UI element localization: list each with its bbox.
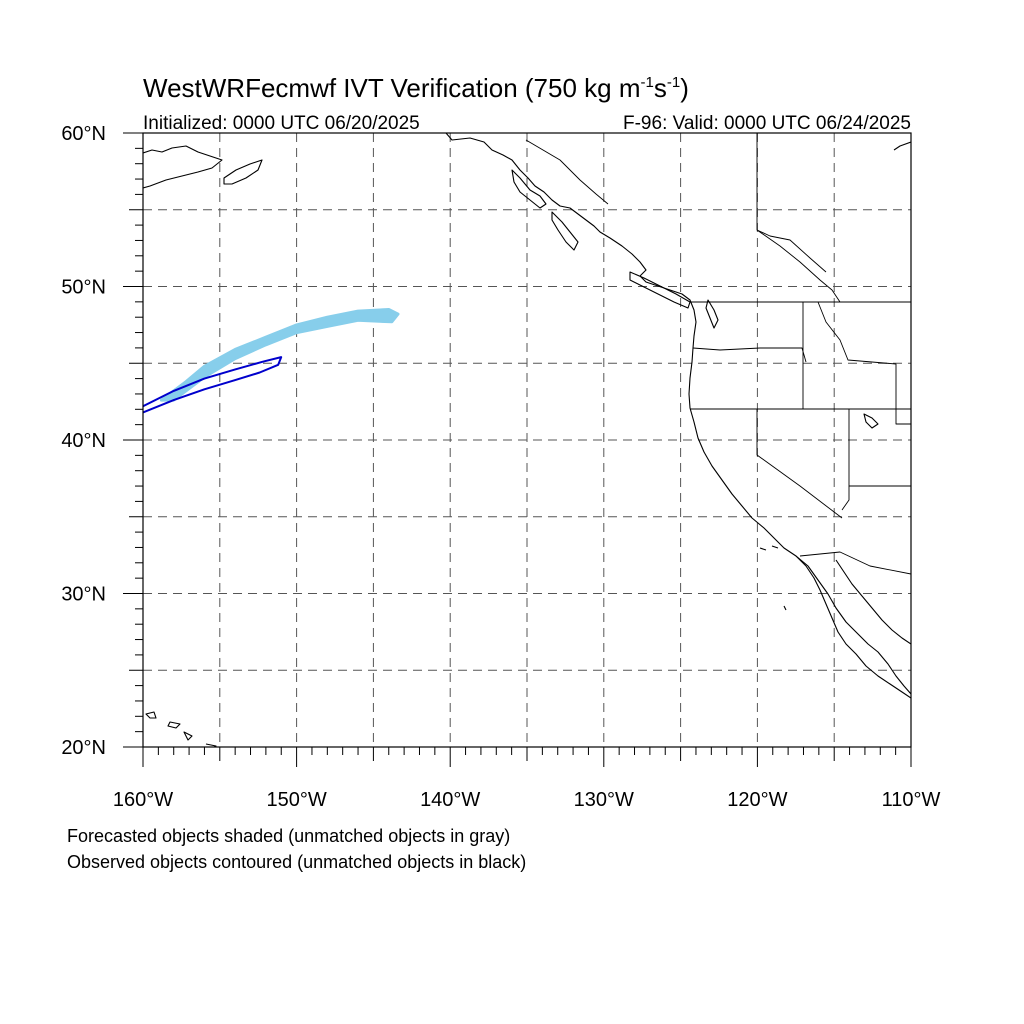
bc-border-line [756, 229, 827, 273]
coastline-channel-islands [759, 545, 787, 611]
latitude-labels: 20°N 30°N 40°N 50°N 60°N [61, 123, 106, 759]
lat-label: 20°N [61, 737, 106, 759]
political-boundaries [525, 133, 911, 575]
observed-object-matched [143, 356, 283, 414]
coastlines-and-borders [143, 133, 911, 747]
lat-label: 40°N [61, 430, 106, 452]
lake-salton [863, 413, 879, 429]
valid-time-label: F-96: Valid: 0000 UTC 06/24/2025 [623, 113, 911, 134]
coastline-vancouver-island [629, 271, 691, 309]
coastline-southeast-alaska-islands [511, 169, 579, 251]
lat-label: 30°N [61, 584, 106, 606]
lon-label: 120°W [727, 789, 787, 811]
axis-ticks [123, 132, 912, 767]
california-nevada-border [756, 409, 843, 519]
coastline-hawaii [145, 711, 217, 747]
caption-observed: Observed objects contoured (unmatched ob… [67, 852, 527, 872]
lat-label: 50°N [61, 277, 106, 299]
coastline-hudson-bay-edge [893, 141, 911, 151]
utah-arizona-border [841, 486, 850, 511]
lon-label: 150°W [266, 789, 326, 811]
lon-label: 110°W [882, 789, 941, 811]
coastline-kodiak [223, 159, 263, 185]
caption-forecast: Forecasted objects shaded (unmatched obj… [67, 826, 511, 846]
coastline-baja-peninsula [795, 555, 911, 695]
canada-alaska-border [525, 139, 609, 205]
lat-label: 60°N [61, 123, 106, 145]
coastline-alaska [143, 145, 223, 189]
forecast-object-matched [159, 308, 400, 402]
init-time-label: Initialized: 0000 UTC 06/20/2025 [143, 113, 420, 134]
coastline-puget-sound [705, 299, 719, 329]
graticule [143, 133, 911, 747]
lon-label: 140°W [420, 789, 480, 811]
idaho-east-border [817, 301, 911, 425]
coastline-north-america [445, 133, 911, 699]
map-title: WestWRFecmwf IVT Verification (750 kg m-… [143, 73, 689, 103]
coastline-gulf-of-california [835, 559, 911, 645]
lon-label: 160°W [113, 789, 173, 811]
longitude-labels: 160°W 150°W 140°W 130°W 120°W 110°W [113, 789, 941, 811]
lon-label: 130°W [574, 789, 634, 811]
us-mexico-border [799, 551, 911, 575]
